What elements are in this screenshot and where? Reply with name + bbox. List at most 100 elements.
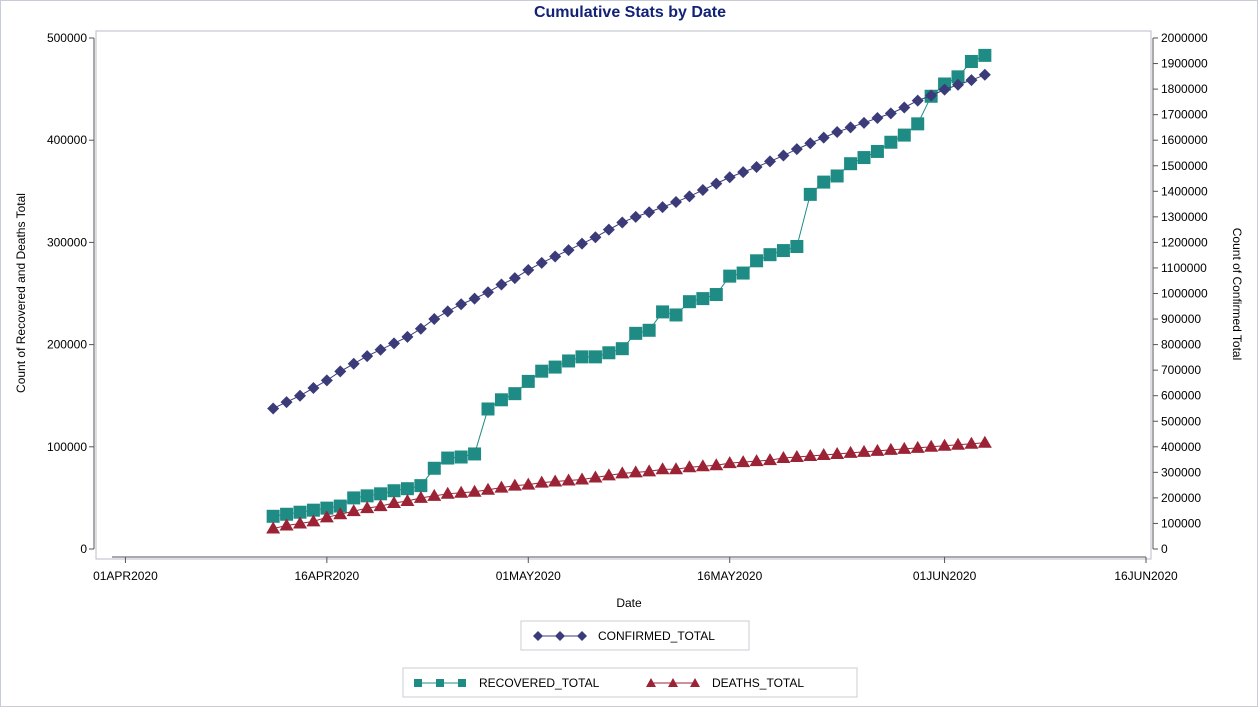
data-point <box>454 450 468 464</box>
y-left-tick-label: 300000 <box>47 235 87 249</box>
data-point <box>361 350 374 363</box>
series-deaths-total <box>266 435 992 534</box>
data-point <box>723 269 737 283</box>
series-confirmed-total <box>267 68 991 415</box>
data-point <box>320 501 334 515</box>
y-right-tick-label: 200000 <box>1161 491 1201 505</box>
data-point <box>521 374 535 388</box>
data-point <box>858 116 870 129</box>
data-point <box>937 438 952 451</box>
data-point <box>602 223 615 236</box>
data-point <box>387 484 401 498</box>
data-point <box>683 190 696 203</box>
data-point <box>307 382 320 395</box>
data-point <box>347 357 360 370</box>
data-point <box>857 151 871 165</box>
data-point <box>562 354 576 368</box>
data-point <box>334 365 347 378</box>
legend-recovered-label: RECOVERED_TOTAL <box>479 676 600 690</box>
plot-area <box>95 30 1152 560</box>
data-point <box>670 196 682 209</box>
data-point <box>682 460 697 473</box>
data-point <box>427 461 441 475</box>
data-point <box>320 374 333 387</box>
data-point <box>844 157 858 171</box>
data-point <box>964 436 979 449</box>
legend-marker <box>436 679 444 687</box>
x-axis-label: Date <box>616 596 642 610</box>
data-point <box>763 453 777 466</box>
data-point <box>333 499 347 513</box>
x-tick-label: 16JUN2020 <box>1114 569 1178 583</box>
data-point <box>870 443 885 456</box>
data-point <box>508 272 521 285</box>
legend-confirmed-sample <box>533 631 587 641</box>
data-point <box>777 149 790 162</box>
data-point <box>548 474 563 487</box>
data-point <box>589 231 602 244</box>
data-point <box>643 206 656 219</box>
data-point <box>817 175 831 189</box>
data-point <box>924 439 939 452</box>
data-point <box>280 396 293 409</box>
data-point <box>535 256 548 269</box>
data-point <box>481 402 495 416</box>
data-point <box>816 447 831 460</box>
x-tick-label: 16MAY2020 <box>697 569 762 583</box>
legend-marker <box>690 678 700 687</box>
y-right-tick-label: 800000 <box>1161 338 1201 352</box>
data-point <box>629 210 642 223</box>
data-point <box>642 323 656 337</box>
y-axis-right-label: Count of Confirmed Total <box>1230 228 1244 361</box>
y-right-tick-label: 600000 <box>1161 389 1201 403</box>
data-point <box>427 488 442 501</box>
data-point <box>576 237 588 250</box>
y-right-tick-label: 1200000 <box>1161 235 1208 249</box>
data-point <box>695 459 710 472</box>
data-point <box>413 490 428 503</box>
data-point <box>710 177 723 190</box>
legend-marker <box>646 678 656 687</box>
y-right-tick-label: 1100000 <box>1161 261 1207 275</box>
data-point <box>911 117 925 131</box>
legend-confirmed-label: CONFIRMED_TOTAL <box>598 629 715 643</box>
data-point <box>857 444 871 457</box>
data-point <box>454 485 469 498</box>
data-point <box>655 462 670 475</box>
data-point <box>279 518 294 531</box>
data-point <box>871 111 884 124</box>
data-point <box>482 286 494 299</box>
y-right-tick-label: 1300000 <box>1161 210 1208 224</box>
legend-marker <box>555 631 565 641</box>
data-point <box>548 360 562 374</box>
data-point <box>803 448 818 461</box>
y-right-tick-label: 900000 <box>1161 312 1201 326</box>
data-point <box>467 484 482 497</box>
data-point <box>736 266 750 280</box>
data-point <box>883 442 898 455</box>
data-point <box>790 239 804 253</box>
data-point <box>588 470 603 483</box>
y-right-tick-label: 1500000 <box>1161 159 1208 173</box>
y-right-tick-label: 1800000 <box>1161 82 1208 96</box>
data-point <box>294 389 306 402</box>
data-point <box>656 201 669 214</box>
data-point <box>764 155 776 168</box>
data-point <box>468 292 481 305</box>
legend-marker <box>668 678 678 687</box>
data-point <box>319 510 334 523</box>
y-right-tick-label: 1600000 <box>1161 133 1208 147</box>
data-point <box>441 305 454 318</box>
data-point <box>535 364 549 378</box>
y-right-tick-label: 100000 <box>1161 516 1201 530</box>
data-point <box>521 477 536 490</box>
data-point <box>910 440 925 453</box>
data-point <box>266 521 281 534</box>
data-point <box>750 254 764 268</box>
data-point <box>629 326 643 340</box>
data-point <box>481 482 495 495</box>
data-point <box>938 83 951 96</box>
legend-marker <box>533 631 543 641</box>
